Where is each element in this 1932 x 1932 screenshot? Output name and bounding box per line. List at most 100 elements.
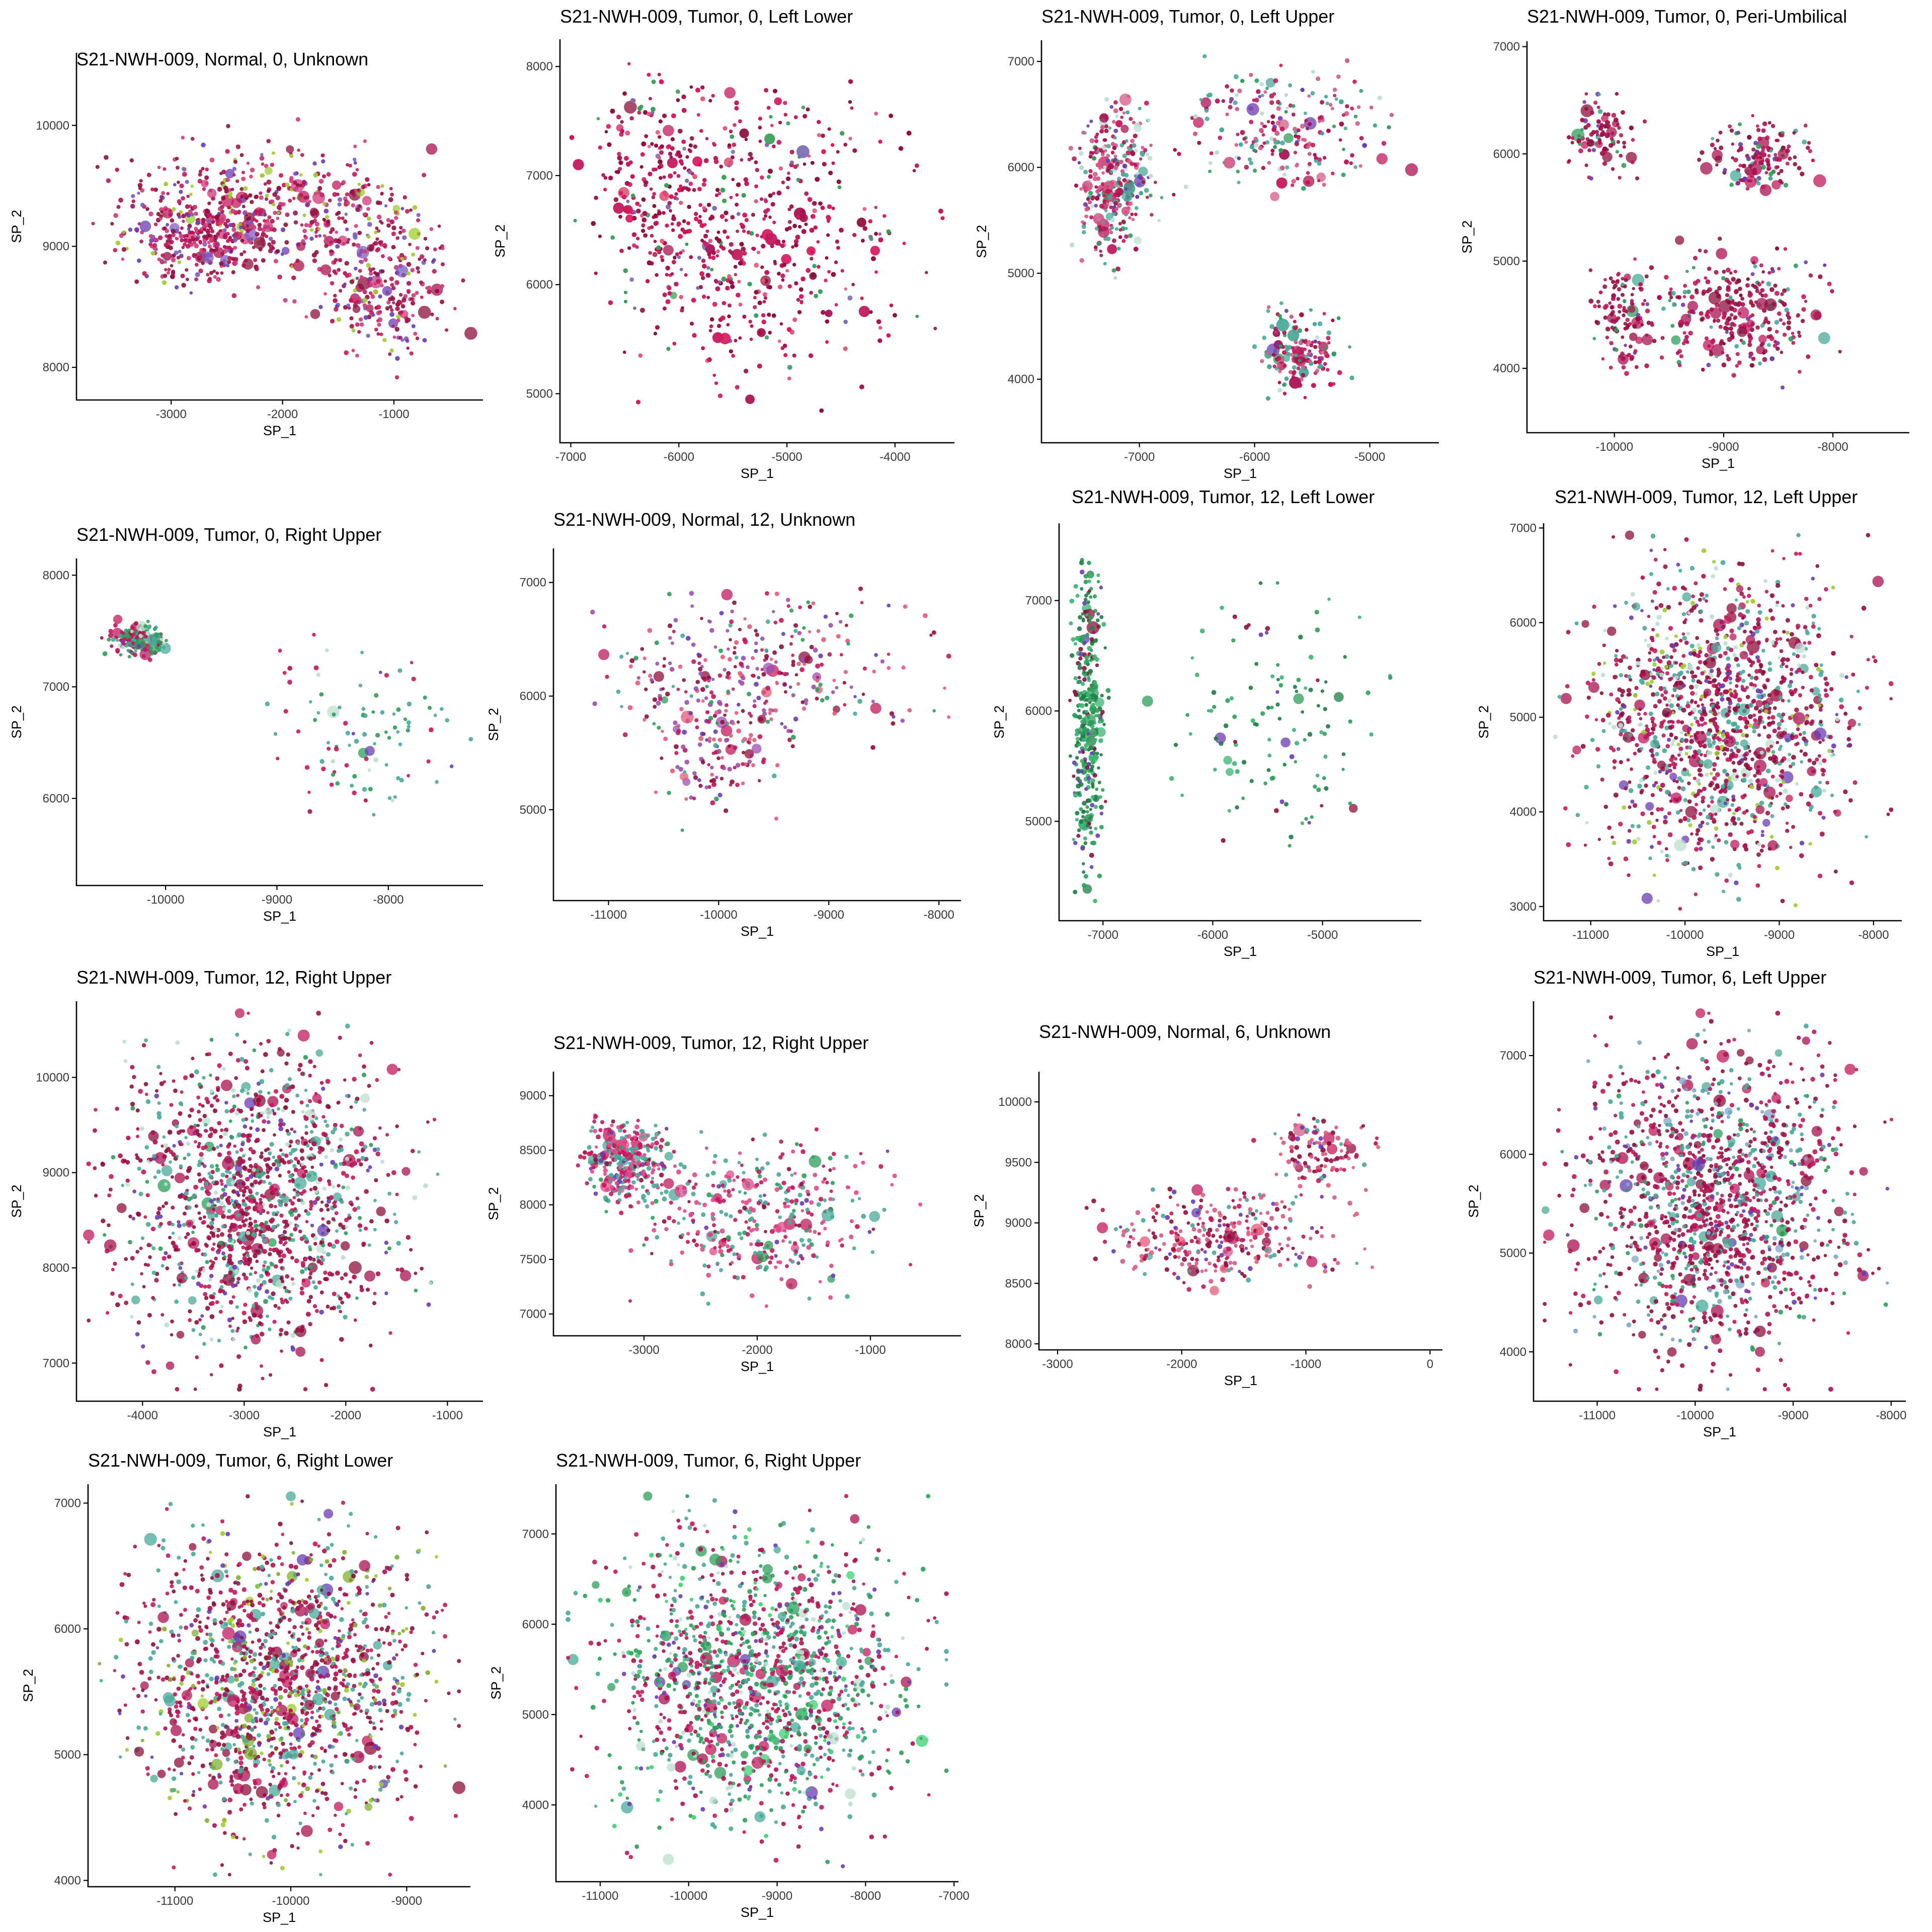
scatter-point <box>321 766 326 772</box>
scatter-point <box>798 605 802 609</box>
scatter-point <box>1605 327 1611 332</box>
scatter-point <box>887 666 891 670</box>
scatter-point <box>1134 236 1142 245</box>
scatter-point <box>1746 319 1755 328</box>
scatter-point <box>118 197 123 203</box>
scatter-point <box>143 624 148 628</box>
scatter-point <box>1782 333 1787 337</box>
scatter-point <box>1680 302 1685 307</box>
scatter-point <box>416 218 420 222</box>
scatter-point <box>1310 815 1314 819</box>
scatter-point <box>1751 147 1756 152</box>
scatter-point <box>675 197 679 201</box>
scatter-point <box>613 197 619 202</box>
scatter-point <box>692 771 697 776</box>
scatter-point <box>1721 276 1726 281</box>
scatter-point <box>1731 277 1736 282</box>
scatter-point <box>389 219 395 224</box>
scatter-point <box>253 217 257 222</box>
scatter-point <box>1111 120 1116 124</box>
scatter-point <box>1827 281 1832 286</box>
scatter-point <box>1275 100 1280 105</box>
scatter-point <box>799 213 808 222</box>
scatter-point <box>353 161 357 165</box>
scatter-point <box>246 162 250 165</box>
scatter-point <box>731 354 735 358</box>
scatter-point <box>1296 177 1300 181</box>
scatter-point <box>680 227 685 232</box>
scatter-point <box>667 790 671 795</box>
scatter-point <box>686 221 690 225</box>
scatter-point <box>351 203 355 208</box>
scatter-point <box>406 271 411 276</box>
scatter-point <box>1098 185 1103 190</box>
scatter-point <box>742 212 748 218</box>
scatter-point <box>1261 94 1264 98</box>
scatter-point <box>761 319 766 325</box>
scatter-point <box>1704 249 1708 254</box>
scatter-point <box>1326 368 1330 372</box>
x-axis-label: SP_1 <box>741 924 774 939</box>
y-tick-label: 7000 <box>520 576 546 590</box>
scatter-point <box>1710 142 1715 147</box>
scatter-point <box>1359 136 1364 140</box>
scatter-point <box>362 787 367 792</box>
scatter-point <box>1291 112 1296 117</box>
scatter-point <box>136 644 141 649</box>
scatter-point <box>693 686 699 691</box>
scatter-point <box>111 637 116 642</box>
scatter-point <box>265 197 268 201</box>
scatter-point <box>329 240 333 244</box>
scatter-point <box>1751 114 1754 118</box>
scatter-point <box>406 346 410 350</box>
scatter-point <box>670 146 675 151</box>
scatter-point <box>415 291 419 295</box>
scatter-point <box>816 629 821 633</box>
scatter-point <box>755 233 759 237</box>
scatter-point <box>1094 827 1098 831</box>
scatter-point <box>870 745 875 750</box>
scatter-point <box>1100 125 1105 130</box>
scatter-point <box>843 670 848 674</box>
scatter-point <box>1597 138 1602 142</box>
y-tick-label: 5000 <box>1008 267 1034 280</box>
scatter-point <box>1202 54 1207 59</box>
scatter-point <box>655 273 659 277</box>
scatter-point <box>1339 121 1344 127</box>
scatter-point <box>778 121 782 125</box>
scatter-point <box>406 262 412 267</box>
scatter-point <box>1283 364 1287 368</box>
scatter-point <box>663 737 668 741</box>
scatter-point <box>741 193 746 198</box>
scatter-point <box>664 183 669 188</box>
scatter-point <box>848 136 852 140</box>
scatter-point <box>654 213 658 217</box>
y-tick-label: 8000 <box>43 361 69 374</box>
scatter-point <box>372 267 375 271</box>
scatter-point <box>1704 276 1708 280</box>
scatter-point <box>352 172 357 177</box>
scatter-point <box>256 285 260 289</box>
scatter-point <box>1272 92 1276 96</box>
scatter-point <box>1069 243 1075 248</box>
scatter-point <box>742 314 747 319</box>
scatter-point <box>181 246 185 250</box>
scatter-point <box>1780 385 1785 390</box>
scatter-point <box>1252 148 1256 152</box>
scatter-point <box>1797 331 1801 335</box>
scatter-point <box>1567 135 1571 139</box>
scatter-point <box>102 651 108 657</box>
scatter-point <box>146 173 151 178</box>
scatter-point <box>162 208 174 219</box>
scatter-point <box>843 703 847 707</box>
scatter-point <box>1738 164 1742 168</box>
scatter-point <box>1596 124 1600 128</box>
scatter-point <box>718 649 723 654</box>
scatter-point <box>702 206 706 210</box>
scatter-point <box>765 685 771 691</box>
scatter-point <box>1267 364 1272 369</box>
scatter-point <box>363 713 368 718</box>
scatter-point <box>750 324 754 328</box>
scatter-point <box>1235 769 1240 774</box>
scatter-point <box>1645 308 1650 313</box>
